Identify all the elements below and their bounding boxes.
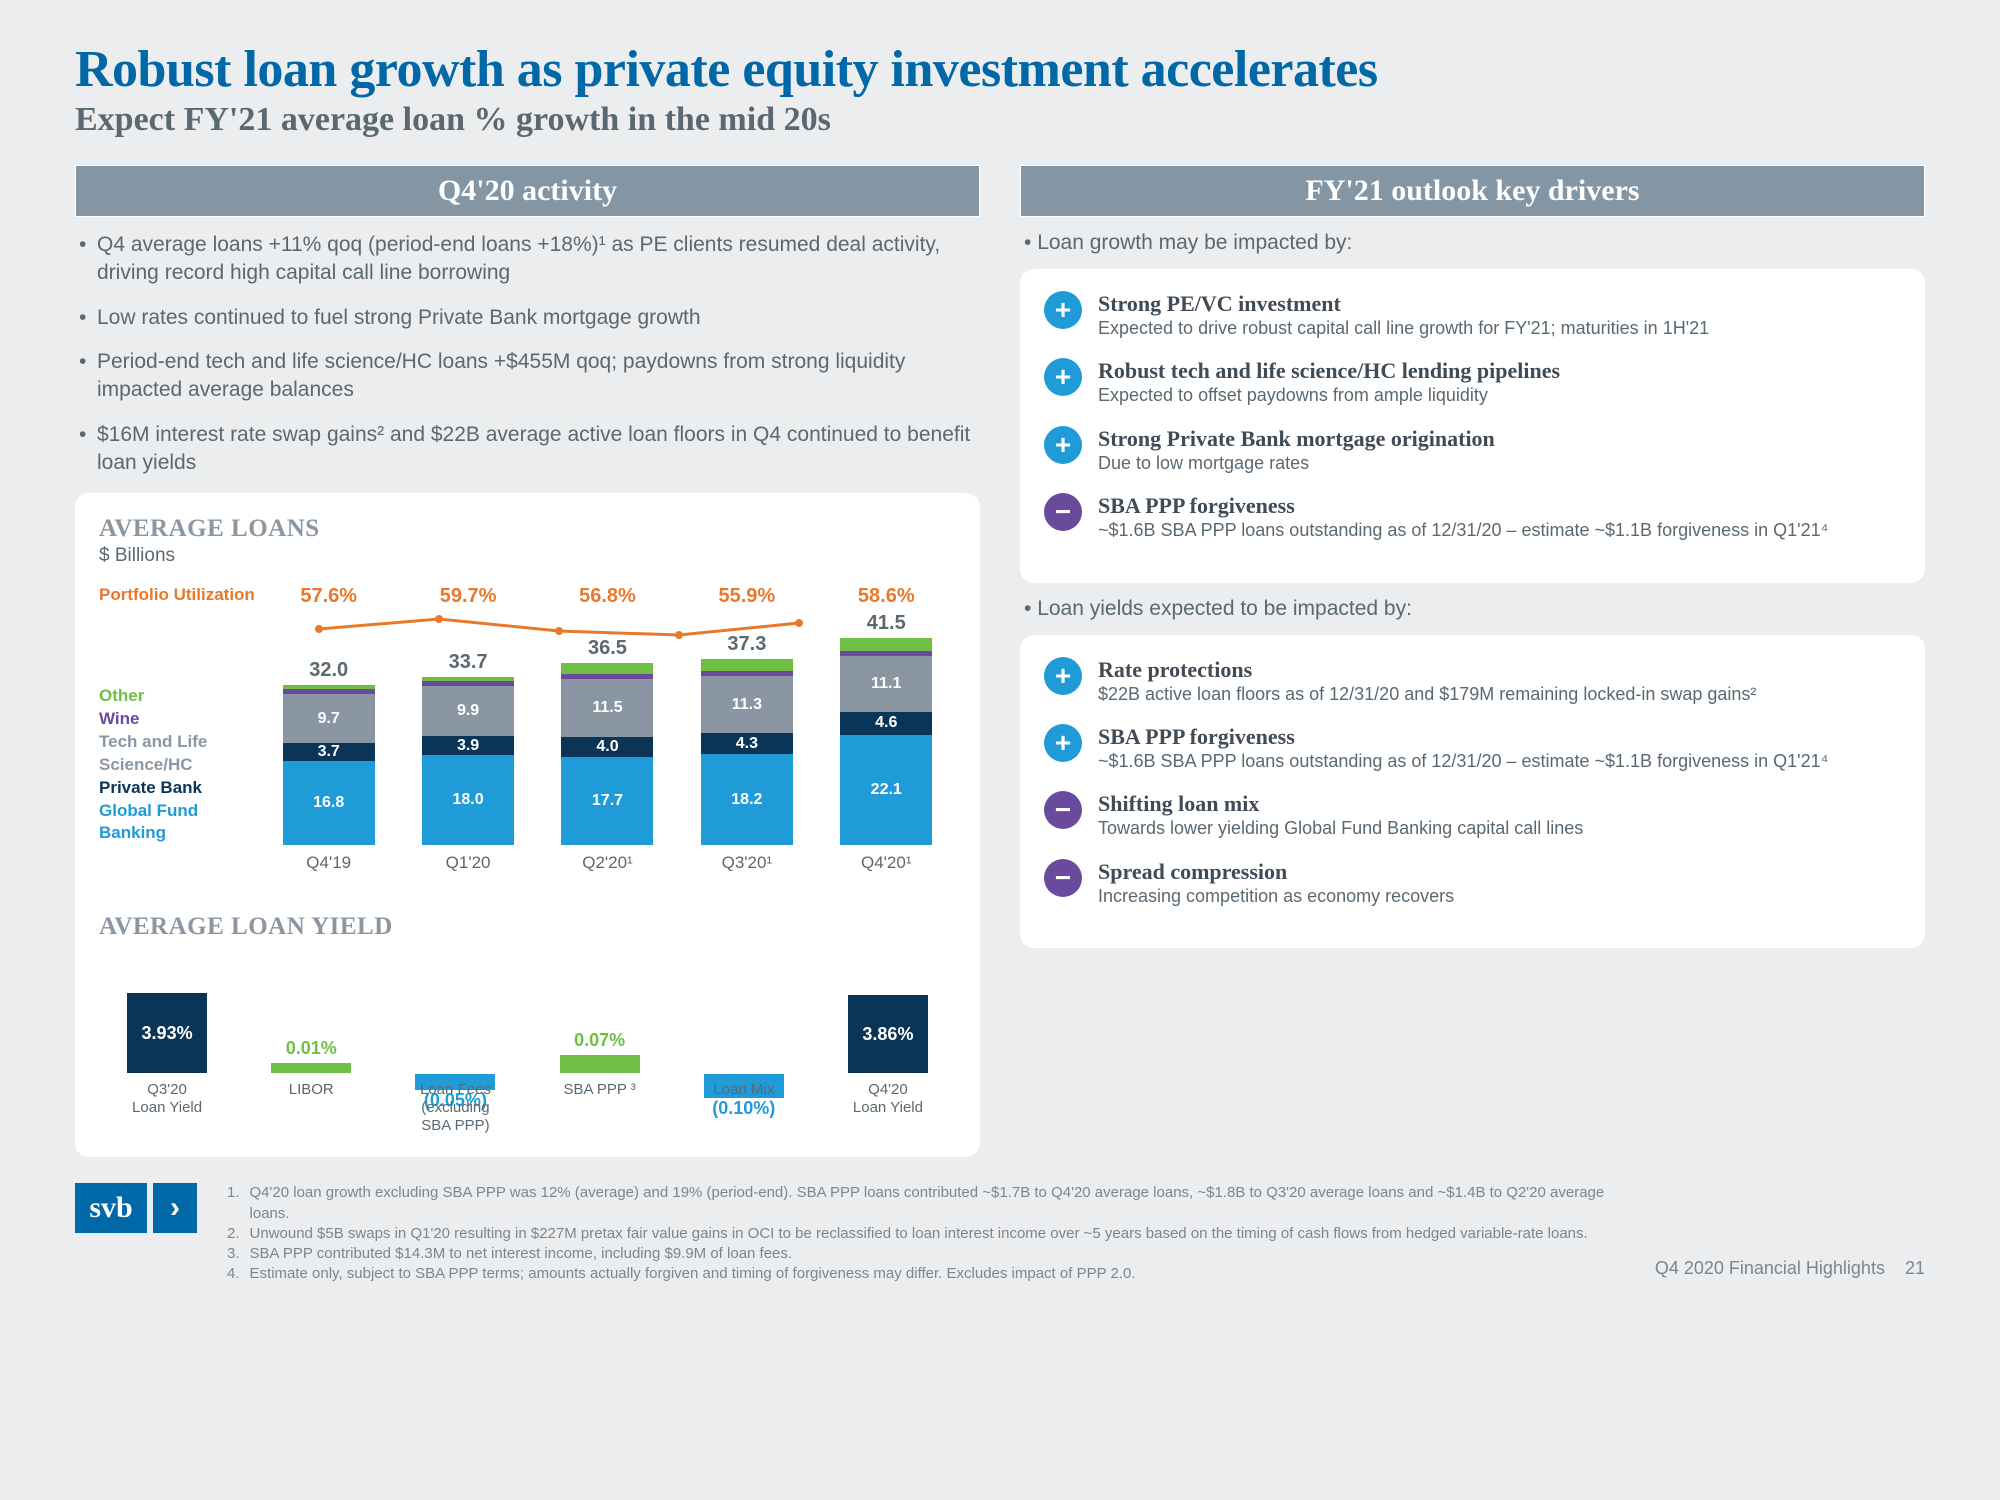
plus-icon: + <box>1044 358 1082 396</box>
logo-text: svb <box>75 1183 147 1233</box>
right-band: FY'21 outlook key drivers <box>1020 165 1925 217</box>
foot-right: Q4 2020 Financial Highlights 21 <box>1655 1258 1925 1285</box>
activity-bullets: Q4 average loans +11% qoq (period-end lo… <box>75 231 980 477</box>
bullet-item: Low rates continued to fuel strong Priva… <box>75 304 980 332</box>
avg-yield-head: AVERAGE LOAN YIELD <box>99 913 956 941</box>
avg-loans-card: AVERAGE LOANS $ Billions Portfolio Utili… <box>75 493 980 1157</box>
right-mid: Loan yields expected to be impacted by: <box>1024 597 1925 621</box>
driver-item: +Strong Private Bank mortgage originatio… <box>1044 426 1901 475</box>
driver-item: +SBA PPP forgiveness~$1.6B SBA PPP loans… <box>1044 724 1901 773</box>
bullet-item: Period-end tech and life science/HC loan… <box>75 348 980 405</box>
bullet-item: $16M interest rate swap gains² and $22B … <box>75 421 980 478</box>
bullet-item: Q4 average loans +11% qoq (period-end lo… <box>75 231 980 288</box>
plus-icon: + <box>1044 291 1082 329</box>
driver-item: −Shifting loan mixTowards lower yielding… <box>1044 791 1901 840</box>
chart-legend: OtherWineTech and Life Science/HCPrivate… <box>99 685 259 846</box>
page-title: Robust loan growth as private equity inv… <box>75 40 1925 99</box>
minus-icon: − <box>1044 859 1082 897</box>
pct-row: 57.6%59.7%56.8%55.9%58.6% <box>259 585 956 613</box>
x-labels: Q4'19Q1'20Q2'20¹Q3'20¹Q4'20¹ <box>259 853 956 873</box>
minus-icon: − <box>1044 791 1082 829</box>
plus-icon: + <box>1044 724 1082 762</box>
page-subtitle: Expect FY'21 average loan % growth in th… <box>75 101 1925 139</box>
stacked-bars: 32.016.83.79.733.718.03.99.936.517.74.01… <box>259 635 956 845</box>
logo-chevron-icon: › <box>153 1183 197 1233</box>
left-column: Q4'20 activity Q4 average loans +11% qoq… <box>75 165 980 1157</box>
driver-item: +Robust tech and life science/HC lending… <box>1044 358 1901 407</box>
avg-loans-head: AVERAGE LOANS <box>99 515 956 543</box>
right-column: FY'21 outlook key drivers Loan growth ma… <box>1020 165 1925 1157</box>
waterfall-chart: 3.93%0.01%(0.05%)0.07%(0.10%)3.86% Q3'20… <box>99 953 956 1135</box>
portfolio-util-label: Portfolio Utilization <box>99 585 259 605</box>
driver-item: +Strong PE/VC investmentExpected to driv… <box>1044 291 1901 340</box>
plus-icon: + <box>1044 426 1082 464</box>
driver-item: −SBA PPP forgiveness~$1.6B SBA PPP loans… <box>1044 493 1901 542</box>
left-band: Q4'20 activity <box>75 165 980 217</box>
footer: svb › 1.Q4'20 loan growth excluding SBA … <box>75 1183 1925 1284</box>
plus-icon: + <box>1044 657 1082 695</box>
right-intro: Loan growth may be impacted by: <box>1024 231 1925 255</box>
minus-icon: − <box>1044 493 1082 531</box>
drivers-growth-card: +Strong PE/VC investmentExpected to driv… <box>1020 269 1925 583</box>
driver-item: +Rate protections$22B active loan floors… <box>1044 657 1901 706</box>
avg-loans-unit: $ Billions <box>99 545 956 567</box>
drivers-yield-card: +Rate protections$22B active loan floors… <box>1020 635 1925 949</box>
driver-item: −Spread compressionIncreasing competitio… <box>1044 859 1901 908</box>
svb-logo: svb › <box>75 1183 197 1233</box>
footnotes: 1.Q4'20 loan growth excluding SBA PPP wa… <box>227 1183 1625 1284</box>
